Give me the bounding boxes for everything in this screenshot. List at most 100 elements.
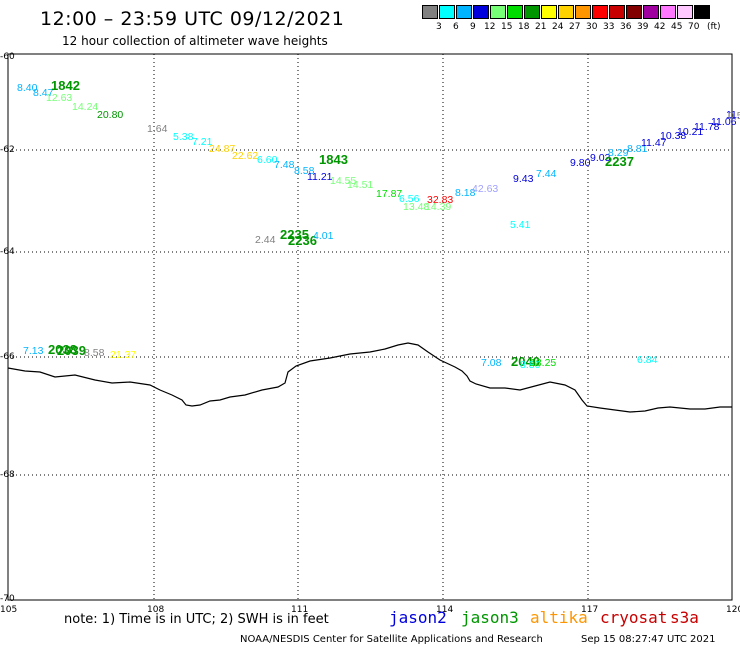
satellite-altika-label: altika (530, 608, 588, 627)
wave-height-label: 11.21 (307, 171, 333, 183)
legend-swatch-label: 45 (671, 22, 683, 32)
wave-height-label: 14.51 (347, 179, 373, 191)
pass-time-label: 1842 (51, 78, 80, 93)
pass-time-label: 2039 (57, 343, 86, 358)
satellite-cryosat-label: cryosat (600, 608, 668, 627)
legend-swatch (473, 5, 489, 19)
legend-swatch-label: 9 (470, 22, 476, 32)
wave-height-label: 11.47 (641, 137, 667, 149)
wave-height-label: 10.38 (660, 130, 686, 142)
legend-swatch (456, 5, 472, 19)
wave-height-label: 5.38 (173, 131, 194, 143)
wave-height-label: 9.80 (570, 157, 591, 169)
legend-swatch (694, 5, 710, 19)
latitude-label: -66 (0, 352, 15, 362)
legend-swatch (592, 5, 608, 19)
footer-credit: NOAA/NESDIS Center for Satellite Applica… (240, 634, 543, 645)
legend-swatch-label: 6 (453, 22, 459, 32)
wave-height-label: 9.03 (590, 152, 611, 164)
legend-swatch-label: 33 (603, 22, 615, 32)
graticule (8, 54, 732, 600)
pass-time-label: 2235 (280, 227, 309, 242)
wave-height-label: 2.44 (255, 234, 276, 246)
map-frame (7, 53, 733, 601)
wave-height-label: 11.78 (694, 121, 720, 133)
wave-height-label: 8.47 (33, 87, 54, 99)
pass-time-label: 2236 (288, 233, 317, 248)
wave-height-label: 32.83 (427, 194, 453, 206)
legend-swatch-label: 39 (637, 22, 649, 32)
wave-height-label: 1.64 (147, 123, 168, 135)
antarctic-coastline (7, 342, 732, 413)
wave-height-label: 24.87 (209, 143, 235, 155)
wave-height-label: 11.06 (711, 116, 737, 128)
pass-time-label: 2040 (511, 354, 540, 369)
legend-swatch-label: 24 (552, 22, 564, 32)
footer-timestamp: Sep 15 08:27:47 UTC 2021 (581, 634, 716, 645)
legend-swatch-label: 42 (654, 22, 666, 32)
longitude-label: 108 (147, 605, 165, 615)
legend-swatch (541, 5, 557, 19)
wave-height-label: 14.55 (330, 175, 356, 187)
wave-height-label: 8.58 (294, 165, 315, 177)
legend-swatch (575, 5, 591, 19)
wave-height-label: 8.58 (84, 347, 105, 359)
longitude-label: 105 (0, 605, 18, 615)
wave-height-label: 8.18 (455, 187, 476, 199)
wave-height-label: 9.43 (513, 173, 534, 185)
legend-swatch (677, 5, 693, 19)
pass-time-label: 2237 (605, 154, 634, 169)
latitude-label: -62 (0, 145, 15, 155)
legend-swatch (439, 5, 455, 19)
legend-swatch (507, 5, 523, 19)
legend-swatch (660, 5, 676, 19)
wave-height-label: 6.84 (637, 354, 658, 366)
wave-height-label: 6.60 (257, 154, 278, 166)
longitude-label: 111 (291, 605, 309, 615)
wave-height-label: 7.44 (536, 168, 557, 180)
wave-height-label: 5.41 (510, 219, 531, 231)
wave-height-label: 7.21 (192, 136, 213, 148)
legend-swatch (558, 5, 574, 19)
wave-height-label: 42.63 (472, 183, 498, 195)
wave-height-label: 0.59 (728, 110, 740, 122)
wave-height-label: 8.29 (608, 147, 629, 159)
satellite-s3a-label: s3a (670, 608, 699, 627)
observation-labels: 8.408.47184212.6314.2420.801.645.387.212… (17, 78, 740, 371)
legend-swatch-label: 27 (569, 22, 581, 32)
legend-swatch-label: 15 (501, 22, 513, 32)
legend-swatch (524, 5, 540, 19)
legend-swatch (626, 5, 642, 19)
wave-height-label: 13.48 (403, 201, 429, 213)
wave-height-label: 8.81 (627, 143, 648, 155)
satellite-jason2-label: jason2 (389, 608, 447, 627)
wave-height-label: 21.37 (110, 349, 136, 361)
wave-height-label: 8.40 (17, 82, 38, 94)
wave-height-label: 18.25 (530, 357, 556, 369)
wave-height-label: 14.24 (72, 101, 98, 113)
map-subtitle: 12 hour collection of altimeter wave hei… (62, 34, 328, 48)
longitude-label: 120 (726, 605, 740, 615)
legend-swatch (422, 5, 438, 19)
legend-swatch-label: 12 (484, 22, 496, 32)
latitude-label: -60 (0, 52, 15, 62)
pass-time-label: 2038 (48, 342, 77, 357)
latitude-label: -64 (0, 247, 15, 257)
wave-height-label: 11.10 (726, 109, 740, 121)
latitude-label: -68 (0, 470, 15, 480)
legend-swatch-label: 21 (535, 22, 547, 32)
map-title: 12:00 – 23:59 UTC 09/12/2021 (40, 8, 345, 30)
legend-swatch-label: 36 (620, 22, 632, 32)
wave-height-label: 10.21 (677, 126, 703, 138)
longitude-label: 114 (436, 605, 454, 615)
wave-height-label: 6.56 (399, 193, 420, 205)
wave-height-label: 7.08 (481, 357, 502, 369)
legend-swatch (609, 5, 625, 19)
wave-height-label: 14.39 (425, 201, 451, 213)
legend-unit: (ft) (707, 22, 721, 32)
wave-height-label: 7.13 (23, 345, 44, 357)
longitude-label: 117 (581, 605, 599, 615)
note-text: note: 1) Time is in UTC; 2) SWH is in fe… (64, 612, 329, 627)
wave-height-label: 4.01 (313, 230, 334, 242)
